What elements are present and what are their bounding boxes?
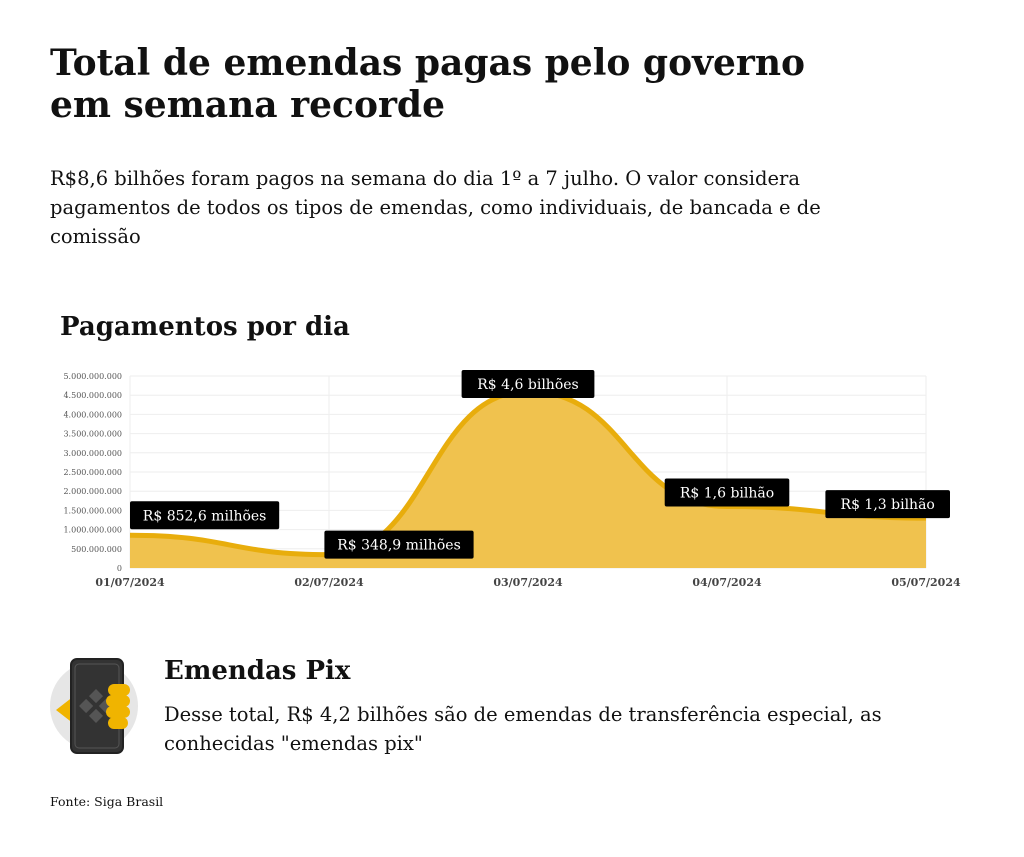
pix-heading: Emendas Pix [164, 656, 351, 686]
data-label: R$ 1,6 bilhão [680, 486, 774, 502]
y-tick-label: 5.000.000.000 [63, 372, 122, 381]
data-label: R$ 4,6 bilhões [477, 377, 578, 393]
data-label: R$ 1,3 bilhão [841, 497, 935, 513]
y-tick-label: 500.000.000 [71, 545, 122, 554]
data-label: R$ 348,9 milhões [337, 538, 461, 554]
data-label-box [461, 370, 595, 398]
data-label: R$ 852,6 milhões [143, 508, 267, 524]
subtitle: R$8,6 bilhões foram pagos na semana do d… [50, 167, 821, 248]
data-label-box [664, 478, 790, 507]
pix-text: Desse total, R$ 4,2 bilhões são de emend… [164, 703, 882, 755]
y-tick-label: 3.500.000.000 [63, 430, 122, 439]
y-tick-label: 4.500.000.000 [63, 391, 122, 400]
y-tick-label: 1.500.000.000 [63, 506, 122, 515]
y-tick-label: 2.000.000.000 [63, 487, 122, 496]
chart-title: Pagamentos por dia [60, 312, 350, 342]
x-tick-label: 02/07/2024 [294, 576, 364, 589]
x-tick-label: 05/07/2024 [891, 576, 961, 589]
y-tick-label: 1.000.000.000 [63, 526, 122, 535]
y-tick-label: 4.000.000.000 [63, 410, 122, 419]
data-label-box [324, 530, 474, 559]
data-label-box [825, 490, 950, 519]
page-title: Total de emendas pagas pelo governo em s… [50, 42, 806, 126]
y-tick-label: 2.500.000.000 [63, 468, 122, 477]
y-tick-label: 0 [117, 564, 122, 573]
x-tick-label: 04/07/2024 [692, 576, 762, 589]
source-note: Fonte: Siga Brasil [50, 794, 164, 809]
x-tick-label: 01/07/2024 [95, 576, 165, 589]
x-tick-label: 03/07/2024 [493, 576, 563, 589]
phone-pix-icon [48, 656, 144, 756]
chart: 0 500.000.000 1.000.000.000 1.500.000.000 2.… [63, 370, 961, 589]
area-fill [130, 391, 926, 568]
data-label-box [130, 501, 280, 530]
y-tick-label: 3.000.000.000 [63, 449, 122, 458]
